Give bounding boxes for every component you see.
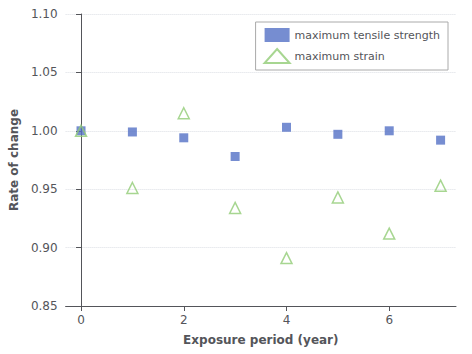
svg-text:4: 4: [283, 313, 291, 327]
svg-text:6: 6: [385, 313, 393, 327]
svg-text:0.90: 0.90: [31, 241, 58, 255]
svg-text:2: 2: [180, 313, 188, 327]
svg-text:maximum strain: maximum strain: [295, 50, 385, 63]
svg-text:1.05: 1.05: [31, 65, 58, 79]
svg-text:maximum tensile strength: maximum tensile strength: [295, 29, 440, 42]
svg-text:0.85: 0.85: [31, 299, 58, 313]
svg-text:Rate of change: Rate of change: [7, 109, 21, 211]
svg-text:1.10: 1.10: [31, 7, 58, 21]
svg-text:0: 0: [77, 313, 85, 327]
svg-text:0.95: 0.95: [31, 182, 58, 196]
svg-text:1.00: 1.00: [31, 124, 58, 138]
svg-text:Exposure period (year): Exposure period (year): [183, 333, 338, 347]
